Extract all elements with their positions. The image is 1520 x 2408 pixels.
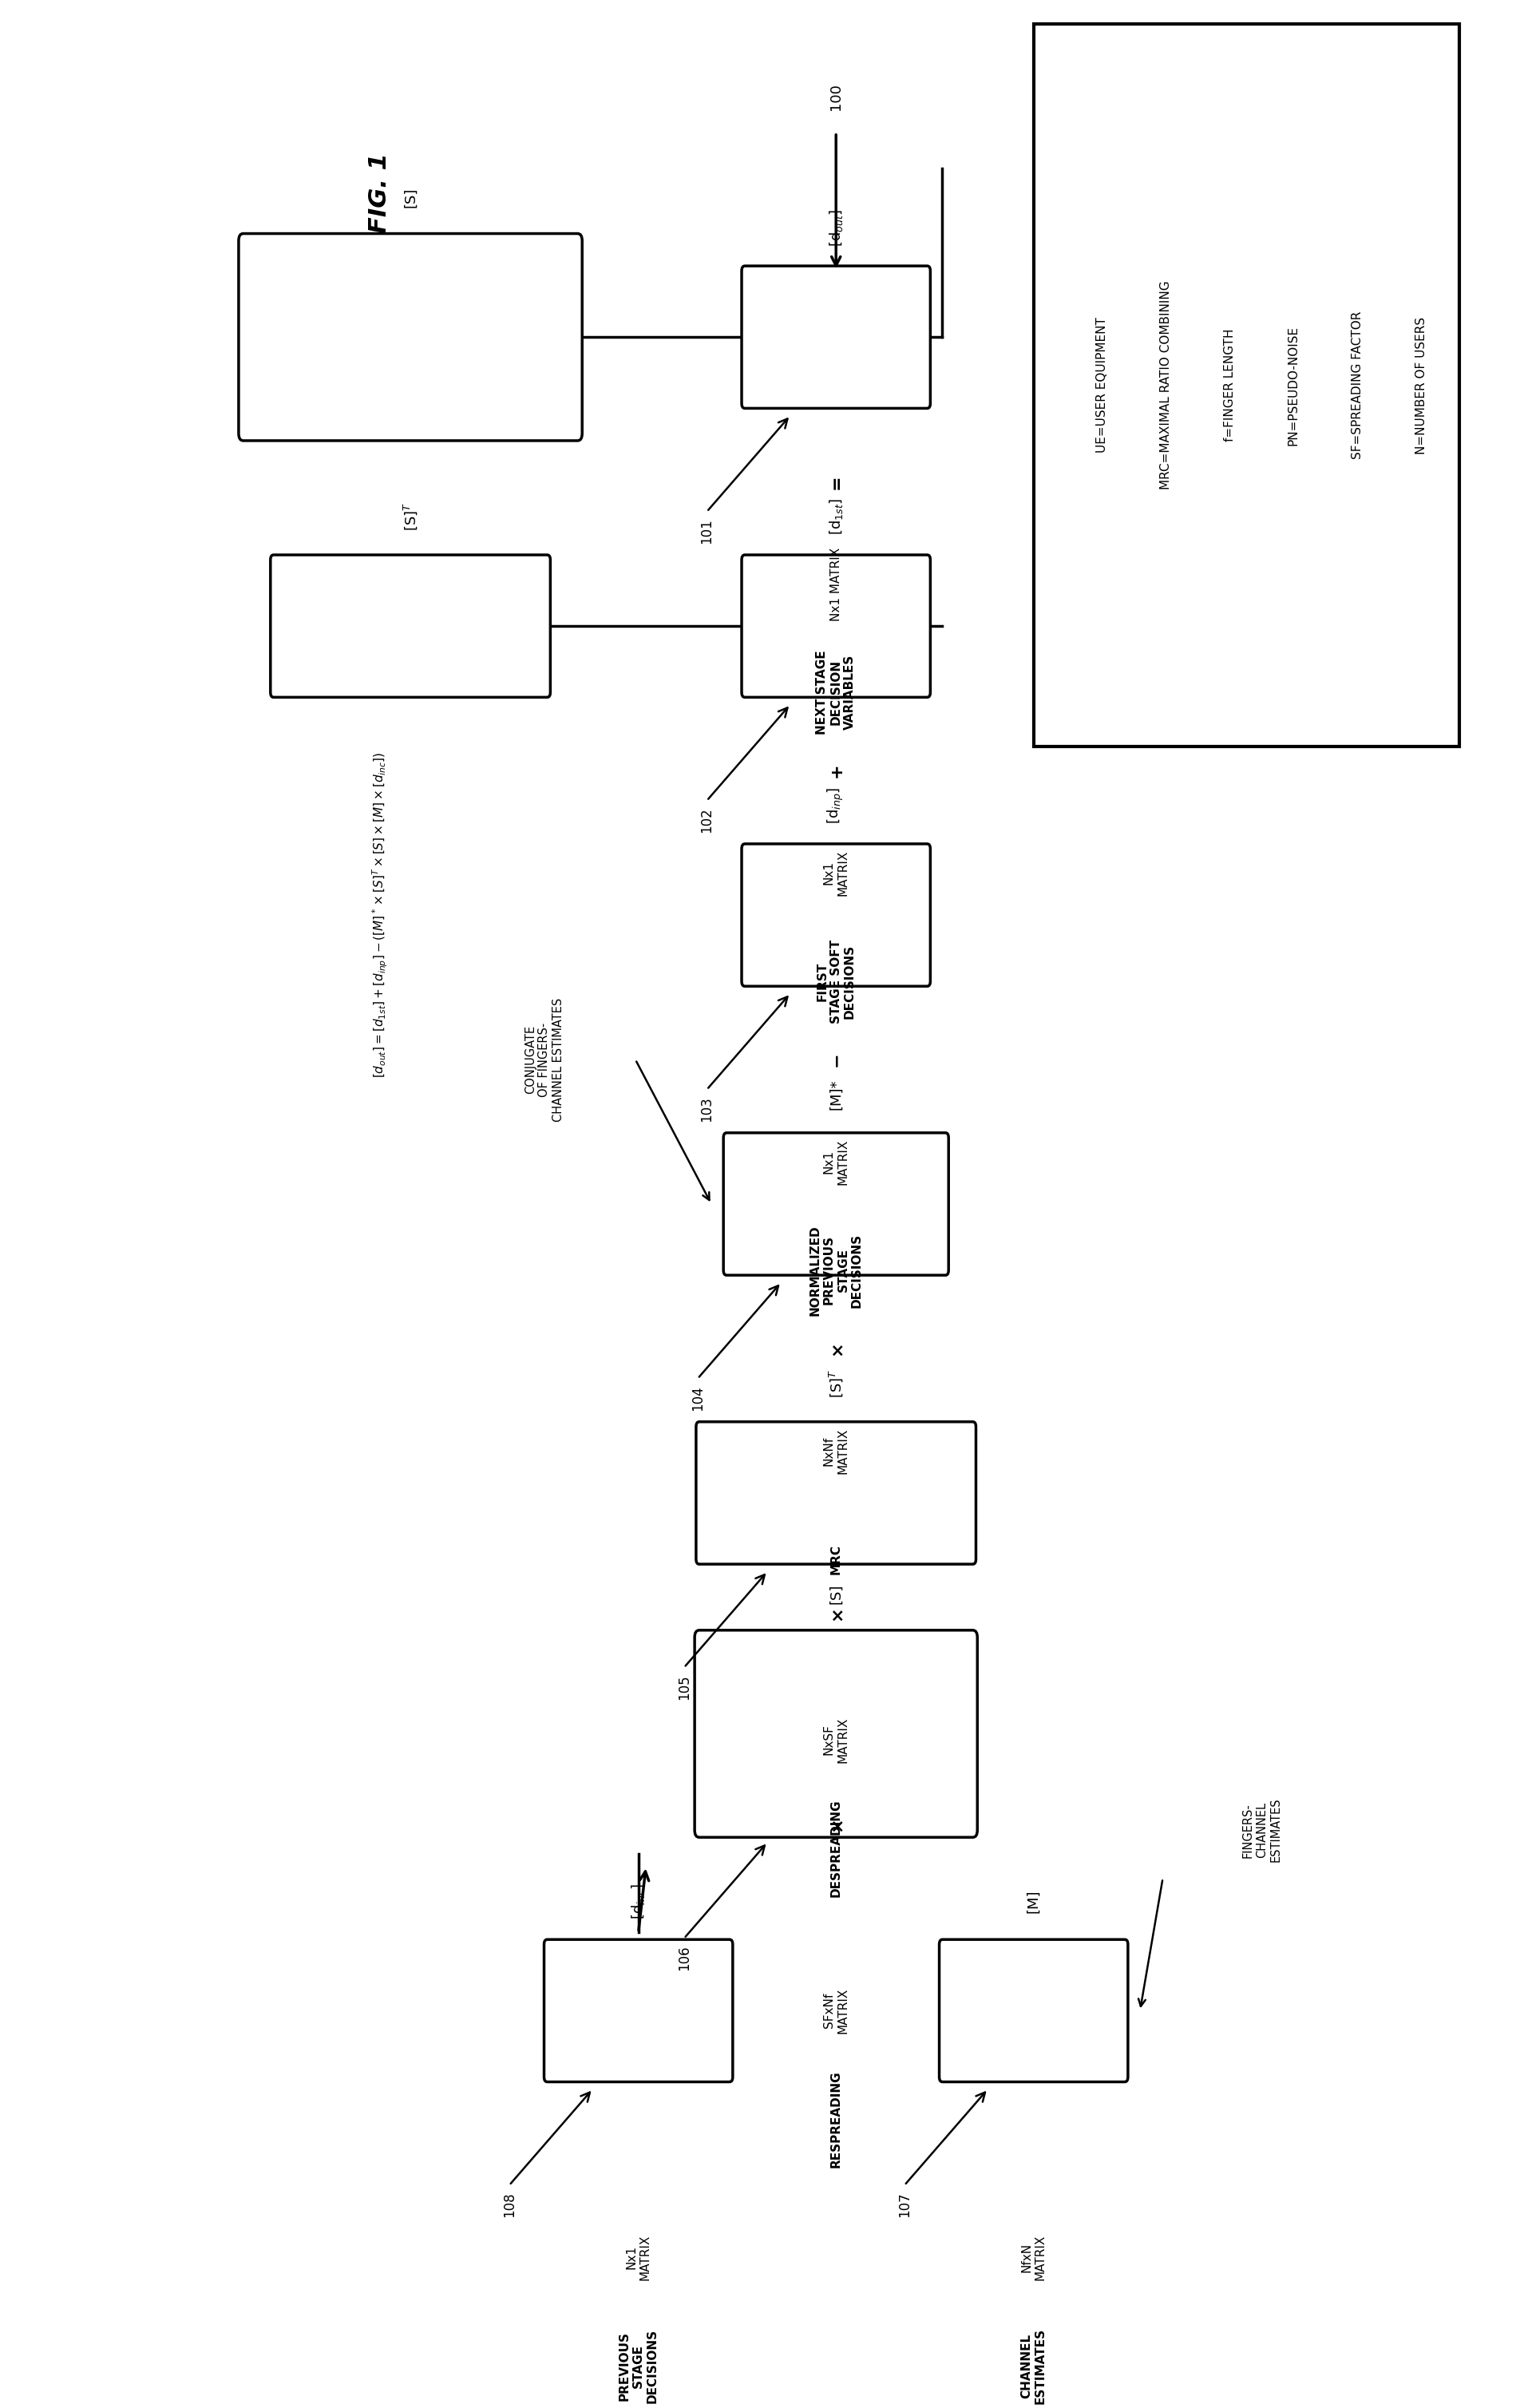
Text: ×: ×: [828, 1341, 844, 1356]
Text: f=FINGER LENGTH: f=FINGER LENGTH: [1224, 330, 1236, 441]
Text: NxNf
MATRIX: NxNf MATRIX: [822, 1428, 850, 1474]
FancyBboxPatch shape: [742, 554, 930, 698]
Text: DESPREADING: DESPREADING: [830, 1799, 842, 1898]
FancyBboxPatch shape: [696, 1421, 976, 1565]
FancyBboxPatch shape: [939, 1938, 1128, 2083]
Text: SF=SPREADING FACTOR: SF=SPREADING FACTOR: [1351, 311, 1363, 460]
FancyBboxPatch shape: [695, 1630, 977, 1837]
Text: NORMALIZED
PREVIOUS
STAGE
DECISIONS: NORMALIZED PREVIOUS STAGE DECISIONS: [809, 1226, 863, 1315]
Text: SFxNf
MATRIX: SFxNf MATRIX: [822, 1987, 850, 2035]
Text: RESPREADING: RESPREADING: [830, 2071, 842, 2167]
Text: [M]*: [M]*: [828, 1079, 844, 1110]
Text: FIRST
STAGE SOFT
DECISIONS: FIRST STAGE SOFT DECISIONS: [816, 939, 856, 1023]
Text: CHANNEL
ESTIMATES: CHANNEL ESTIMATES: [1020, 2329, 1047, 2403]
Text: [S]$^T$: [S]$^T$: [827, 1370, 845, 1397]
FancyBboxPatch shape: [544, 1938, 733, 2083]
Text: FIG. 1: FIG. 1: [368, 152, 392, 234]
Text: PN=PSEUDO-NOISE: PN=PSEUDO-NOISE: [1287, 325, 1300, 445]
Text: ×: ×: [828, 1816, 844, 1832]
Text: [S]: [S]: [828, 1584, 844, 1604]
Text: NxSF
MATRIX: NxSF MATRIX: [822, 1717, 850, 1763]
FancyBboxPatch shape: [271, 554, 550, 698]
Text: [S]$^T$: [S]$^T$: [401, 503, 420, 530]
Text: [d$_{inp}$]: [d$_{inp}$]: [827, 787, 845, 824]
Text: 107: 107: [897, 2191, 912, 2218]
Text: Nx1
MATRIX: Nx1 MATRIX: [625, 2235, 652, 2280]
Text: −: −: [828, 1052, 844, 1067]
Text: PREVIOUS
STAGE
DECISIONS: PREVIOUS STAGE DECISIONS: [619, 2329, 658, 2403]
Text: 104: 104: [690, 1385, 705, 1411]
Text: NfxN
MATRIX: NfxN MATRIX: [1020, 2235, 1047, 2280]
Text: [d$_{inc}$]: [d$_{inc}$]: [629, 1883, 648, 1919]
Text: 108: 108: [502, 2191, 517, 2218]
FancyBboxPatch shape: [724, 1132, 948, 1276]
Text: ×: ×: [828, 1606, 844, 1621]
Text: 106: 106: [676, 1946, 692, 1970]
Text: CONJUGATE
OF FINGERS-
CHANNEL ESTIMATES: CONJUGATE OF FINGERS- CHANNEL ESTIMATES: [524, 997, 564, 1122]
Text: 102: 102: [699, 807, 714, 833]
FancyBboxPatch shape: [239, 234, 582, 441]
Text: Nx1 MATRIX: Nx1 MATRIX: [830, 547, 842, 621]
Text: $[d_{out}] = [d_{1st}] + [d_{inp}] - ([M]^* \times [S]^T \times [S] \times [M] \: $[d_{out}] = [d_{1st}] + [d_{inp}] - ([M…: [371, 751, 389, 1079]
Text: MRC=MAXIMAL RATIO COMBINING: MRC=MAXIMAL RATIO COMBINING: [1160, 282, 1172, 489]
Text: 105: 105: [676, 1674, 692, 1700]
Text: [d$_{1st}$]: [d$_{1st}$]: [827, 498, 845, 535]
Text: MRC: MRC: [830, 1544, 842, 1575]
Text: Nx1
MATRIX: Nx1 MATRIX: [822, 850, 850, 896]
Text: [d$_{out}$]: [d$_{out}$]: [827, 209, 845, 246]
Text: Nx1
MATRIX: Nx1 MATRIX: [822, 1139, 850, 1185]
Text: [S]: [S]: [403, 188, 418, 207]
Text: 101: 101: [699, 518, 714, 544]
Text: NEXT STAGE
DECISION
VARIABLES: NEXT STAGE DECISION VARIABLES: [816, 650, 856, 734]
Text: 103: 103: [699, 1096, 714, 1122]
Bar: [1034, 24, 1459, 746]
Text: +: +: [828, 763, 844, 778]
FancyBboxPatch shape: [742, 265, 930, 409]
Text: UE=USER EQUIPMENT: UE=USER EQUIPMENT: [1096, 318, 1108, 453]
Text: [M]: [M]: [1026, 1890, 1041, 1912]
FancyBboxPatch shape: [742, 843, 930, 987]
Text: =: =: [828, 474, 844, 489]
Text: N=NUMBER OF USERS: N=NUMBER OF USERS: [1415, 315, 1427, 455]
Text: FINGERS-
CHANNEL
ESTIMATES: FINGERS- CHANNEL ESTIMATES: [1242, 1799, 1281, 1861]
Text: 100: 100: [828, 82, 844, 111]
